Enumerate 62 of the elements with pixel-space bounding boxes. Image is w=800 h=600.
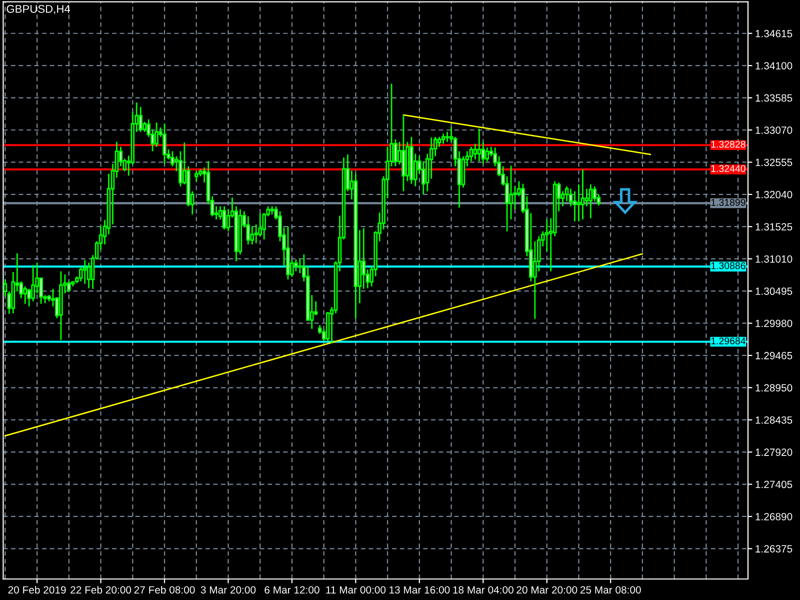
y-tick-label: 1.27920 — [756, 448, 792, 456]
x-tick-label: 20 Mar 20:00 — [516, 586, 578, 594]
candlestick — [246, 216, 250, 246]
candlestick — [294, 258, 298, 272]
y-tick-label: 1.33070 — [756, 126, 792, 134]
y-tick-label: 1.28435 — [756, 416, 792, 424]
y-tick-label: 1.33585 — [756, 94, 792, 102]
y-tick-label: 1.27405 — [756, 480, 792, 488]
y-tick-label: 1.28950 — [756, 384, 792, 392]
y-tick-label: 1.31010 — [756, 255, 792, 263]
candlestick — [31, 264, 35, 302]
candlestick — [592, 186, 597, 202]
candlestick — [437, 136, 442, 148]
ref-line-label: 1.31899 — [711, 198, 746, 206]
candlestick — [441, 133, 446, 144]
candlestick — [576, 184, 581, 222]
candlestick — [82, 259, 87, 285]
candlestick — [154, 122, 158, 148]
candlestick — [222, 206, 226, 230]
x-tick-label: 11 Mar 00:00 — [326, 586, 386, 594]
candlestick — [584, 188, 589, 207]
y-tick-label: 1.32555 — [756, 158, 792, 166]
ref-line-label: 1.30886 — [711, 262, 746, 270]
candlestick — [394, 138, 398, 167]
ref-line-label: 1.29684 — [711, 337, 746, 344]
candlestick — [533, 240, 537, 320]
y-tick-label: 1.26890 — [756, 512, 792, 520]
ref-line-label: 1.32440 — [711, 165, 746, 172]
y-tick-label: 1.30495 — [756, 288, 792, 295]
x-tick-label: 6 Mar 12:00 — [264, 586, 320, 594]
chart-title: GBPUSD,H4 — [6, 4, 70, 14]
x-tick-label: 22 Feb 20:00 — [70, 586, 132, 594]
x-tick-label: 13 Mar 16:00 — [390, 586, 450, 594]
y-tick-label: 1.29465 — [756, 352, 792, 360]
candlestick — [194, 170, 198, 182]
candlestick — [86, 262, 91, 289]
candlestick — [162, 123, 166, 164]
candlestick — [27, 288, 31, 308]
candlestick — [23, 286, 27, 305]
y-tick-label: 1.34100 — [756, 62, 792, 70]
candlestick — [445, 131, 450, 143]
y-tick-label: 1.31525 — [756, 223, 792, 230]
x-tick-label: 27 Feb 08:00 — [134, 586, 195, 594]
candlestick — [485, 146, 490, 162]
candlestick — [254, 224, 258, 244]
ref-line-label: 1.32828 — [711, 140, 746, 148]
candlestick — [509, 164, 513, 220]
candlestick — [477, 128, 482, 162]
y-tick-label: 1.29980 — [756, 320, 792, 328]
x-tick-label: 3 Mar 20:00 — [200, 586, 256, 594]
x-tick-label: 18 Mar 04:00 — [453, 586, 514, 594]
y-tick-label: 1.34615 — [756, 30, 792, 38]
x-tick-label: 20 Feb 2019 — [8, 586, 66, 594]
candlestick — [588, 184, 593, 219]
candlestick — [580, 168, 585, 220]
candlestick — [138, 106, 142, 133]
y-tick-label: 1.32040 — [756, 190, 792, 198]
y-tick-label: 1.26375 — [756, 545, 792, 553]
x-tick-label: 25 Mar 08:00 — [580, 586, 641, 594]
candlestick — [362, 227, 366, 290]
candlestick — [250, 226, 254, 246]
candlestick — [473, 143, 478, 160]
